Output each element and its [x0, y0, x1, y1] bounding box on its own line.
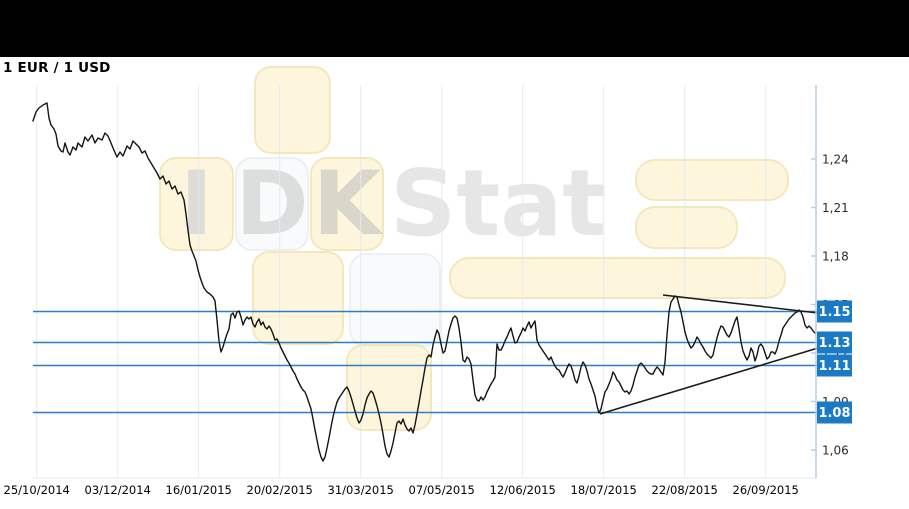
watermark-flag-bar	[449, 257, 786, 299]
descending-resistance-trendline	[662, 294, 819, 314]
y-axis-label: 1,18	[822, 250, 849, 264]
watermark-tile	[346, 344, 432, 431]
price-level-badge-text: 1.15	[818, 305, 850, 320]
x-tick-label: 20/02/2015	[247, 483, 313, 497]
x-tick-label: 31/03/2015	[328, 483, 394, 497]
x-tick-label: 03/12/2014	[85, 483, 151, 497]
watermark-tile	[254, 66, 331, 154]
ascending-support-trendline	[599, 347, 819, 415]
x-tick-label: 07/05/2015	[409, 483, 475, 497]
watermark-flag-bar	[635, 159, 789, 201]
watermark-tile	[159, 157, 234, 251]
top-banner	[0, 0, 909, 57]
watermark-letter-k: K	[313, 152, 384, 255]
x-tick-label: 18/07/2015	[571, 483, 637, 497]
price-level-badge-text: 1.08	[818, 406, 850, 421]
y-axis-label: 1,24	[822, 153, 849, 167]
watermark-tile	[349, 253, 441, 347]
x-tick-label: 26/09/2015	[733, 483, 799, 497]
price-line	[32, 102, 816, 462]
x-tick-label: 25/10/2014	[4, 483, 70, 497]
x-tick-label: 16/01/2015	[166, 483, 232, 497]
y-axis-label: 1,06	[822, 444, 849, 458]
watermark-tile	[310, 157, 384, 251]
watermark-tile	[252, 251, 344, 345]
x-tick-label: 12/06/2015	[490, 483, 556, 497]
watermark-letter-d: D	[235, 152, 308, 255]
watermark-letter-i: I	[180, 152, 213, 255]
watermark-flag-bar	[635, 206, 738, 249]
price-level-badge-text: 1.13	[818, 336, 850, 351]
y-axis-label: 1,21	[822, 201, 849, 215]
x-tick-label: 22/08/2015	[652, 483, 718, 497]
price-level-badge-1.15	[817, 300, 852, 323]
price-level-badge-1.08	[817, 401, 852, 424]
watermark-tile	[235, 157, 309, 251]
price-level-badge-text: 1.11	[818, 359, 850, 374]
price-level-badge-1.11	[817, 354, 852, 377]
page-title: 1 EUR / 1 USD	[3, 60, 111, 76]
price-level-badge-1.13	[817, 331, 852, 354]
watermark-stat-text: Stat	[390, 150, 606, 257]
